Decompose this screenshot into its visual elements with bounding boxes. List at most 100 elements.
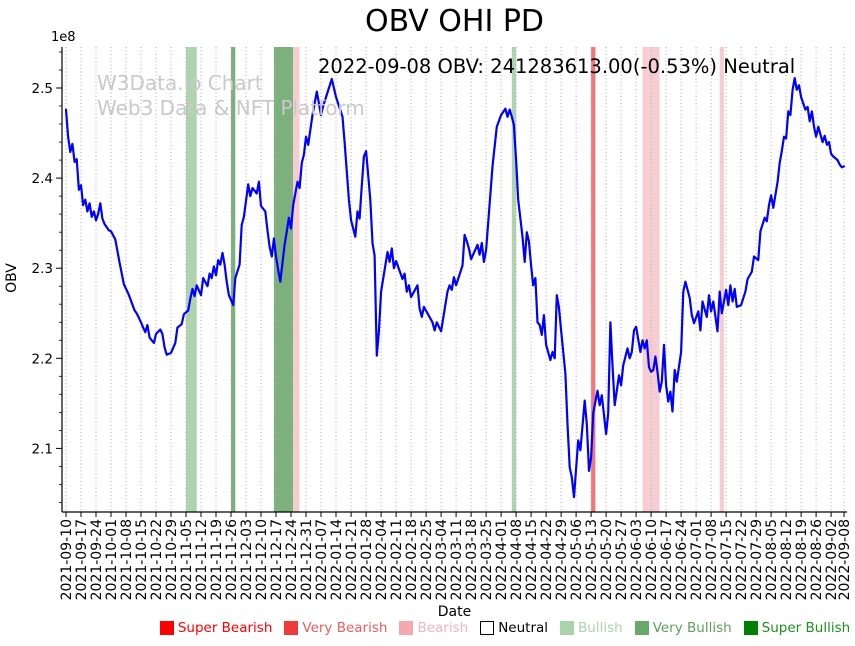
x-tick-label: 2022-04-15	[524, 519, 540, 600]
x-tick-label: 2022-04-08	[509, 519, 525, 600]
x-tick-label: 2022-04-22	[539, 519, 555, 600]
x-tick-label: 2022-03-25	[479, 519, 495, 600]
legend-swatch	[399, 621, 414, 635]
legend-label: Very Bullish	[652, 620, 732, 636]
legend-swatch	[743, 621, 758, 635]
x-tick-label: 2021-10-22	[149, 519, 165, 600]
watermark-line-1: W3Data.io Chart	[97, 71, 263, 95]
x-tick-label: 2022-02-18	[404, 519, 420, 600]
legend-label: Super Bearish	[177, 620, 273, 636]
x-tick-label: 2021-12-17	[269, 519, 285, 600]
legend-item-bearish: Bearish	[399, 620, 468, 636]
x-tick-label: 2021-10-08	[119, 519, 135, 600]
legend-label: Bearish	[417, 620, 469, 636]
x-tick-label: 2022-08-05	[764, 519, 780, 600]
watermark-line-2: Web3 Data & NFT Platform	[97, 95, 365, 120]
x-tick-label: 2021-11-26	[224, 519, 240, 600]
y-tick-label: 2.4	[32, 171, 53, 187]
legend-item-neutral: Neutral	[480, 620, 548, 636]
x-tick-label: 2021-10-15	[134, 519, 150, 600]
legend: Super Bearish Very Bearish Bearish Neutral B…	[132, 620, 855, 636]
x-tick-label: 2021-12-24	[284, 519, 300, 600]
x-tick-label: 2021-09-24	[89, 519, 105, 600]
axes: 2021-09-10 2021-09-17 2021-09-24 2021-10-01…	[32, 47, 853, 600]
x-tick-label: 2022-01-14	[329, 519, 345, 600]
y-axis-offset-label: 1e8	[51, 30, 76, 45]
x-tick-label: 2022-05-06	[569, 519, 585, 600]
obv-line	[64, 77, 846, 499]
x-tick-label: 2021-11-19	[209, 519, 225, 600]
x-tick-label: 2021-11-05	[179, 519, 195, 600]
x-tick-label: 2021-12-03	[239, 519, 255, 600]
legend-swatch	[159, 621, 174, 635]
x-tick-label: 2022-05-27	[614, 519, 630, 600]
signal-band-bullish	[511, 47, 517, 512]
x-axis-label: Date	[437, 604, 472, 620]
legend-label: Very Bearish	[302, 620, 388, 636]
x-tick-label: 2022-02-25	[419, 519, 435, 600]
x-tick-label: 2022-06-03	[629, 519, 645, 600]
x-tick-label: 2022-07-08	[704, 519, 720, 600]
x-tick-label: 2022-05-13	[584, 519, 600, 600]
legend-item-bullish: Bullish	[560, 620, 623, 636]
x-tick-label: 2021-12-31	[299, 519, 315, 600]
x-tick-label: 2022-03-04	[434, 519, 450, 600]
legend-label: Neutral	[498, 620, 549, 636]
x-tick-label: 2022-06-17	[659, 519, 675, 600]
x-tick-label: 2022-07-22	[734, 519, 750, 600]
watermark: W3Data.io Chart Web3 Data & NFT Platform	[97, 71, 365, 120]
signal-bands	[186, 47, 724, 512]
x-tick-label: 2022-03-11	[449, 519, 465, 600]
legend-swatch	[634, 621, 649, 635]
legend-item-super-bullish: Super Bullish	[743, 620, 851, 636]
x-tick-label: 2021-11-12	[194, 519, 210, 600]
legend-item-very-bearish: Very Bearish	[284, 620, 387, 636]
signal-band-bearish	[642, 47, 660, 512]
y-tick-label: 2.5	[32, 81, 53, 97]
y-tick-label: 2.3	[32, 261, 53, 277]
y-tick-label: 2.1	[32, 441, 53, 457]
x-tick-label: 2021-10-01	[104, 519, 120, 600]
gridlines	[65, 47, 845, 512]
x-tick-label: 2021-09-10	[59, 519, 75, 600]
legend-item-super-bearish: Super Bearish	[159, 620, 273, 636]
legend-label: Bullish	[578, 620, 623, 636]
x-tick-label: 2022-06-10	[644, 519, 660, 600]
y-axis-label: OBV	[4, 263, 20, 293]
x-tick-label: 2022-01-21	[344, 519, 360, 600]
x-tick-label: 2022-08-19	[794, 519, 810, 600]
legend-swatch	[284, 621, 299, 635]
signal-band-bearish	[293, 47, 300, 512]
x-tick-label: 2022-07-29	[749, 519, 765, 600]
x-tick-label: 2021-12-10	[254, 519, 270, 600]
signal-band-very-bullish	[231, 47, 236, 512]
x-tick-label: 2022-02-11	[389, 519, 405, 600]
chart-subtitle: 2022-09-08 OBV: 241283613.00(-0.53%) Neu…	[318, 55, 796, 78]
x-tick-label: 2022-01-07	[314, 519, 330, 600]
x-tick-label: 2022-02-04	[374, 519, 390, 600]
legend-swatch	[560, 621, 575, 635]
x-tick-label: 2022-09-02	[824, 519, 840, 600]
signal-band-very-bearish	[591, 47, 596, 512]
x-tick-label: 2022-03-18	[464, 519, 480, 600]
legend-item-very-bullish: Very Bullish	[634, 620, 732, 636]
x-tick-label: 2022-05-20	[599, 519, 615, 600]
x-tick-label: 2021-10-29	[164, 519, 180, 600]
x-tick-label: 2022-06-24	[674, 519, 690, 600]
x-tick-label: 2022-07-01	[689, 519, 705, 600]
x-tick-label: 2022-04-29	[554, 519, 570, 600]
x-tick-label: 2022-08-12	[779, 519, 795, 600]
signal-band-very-bullish	[273, 47, 294, 512]
chart-title: OBV OHI PD	[364, 4, 545, 39]
x-tick-label: 2021-09-17	[74, 519, 90, 600]
signal-band-bullish	[186, 47, 197, 512]
legend-label: Super Bullish	[761, 620, 851, 636]
y-tick-label: 2.2	[32, 351, 53, 367]
x-tick-label: 2022-04-01	[494, 519, 510, 600]
legend-swatch	[480, 621, 495, 635]
x-tick-label: 2022-01-28	[359, 519, 375, 600]
signal-band-bearish	[719, 47, 724, 512]
x-tick-label: 2022-07-15	[719, 519, 735, 600]
